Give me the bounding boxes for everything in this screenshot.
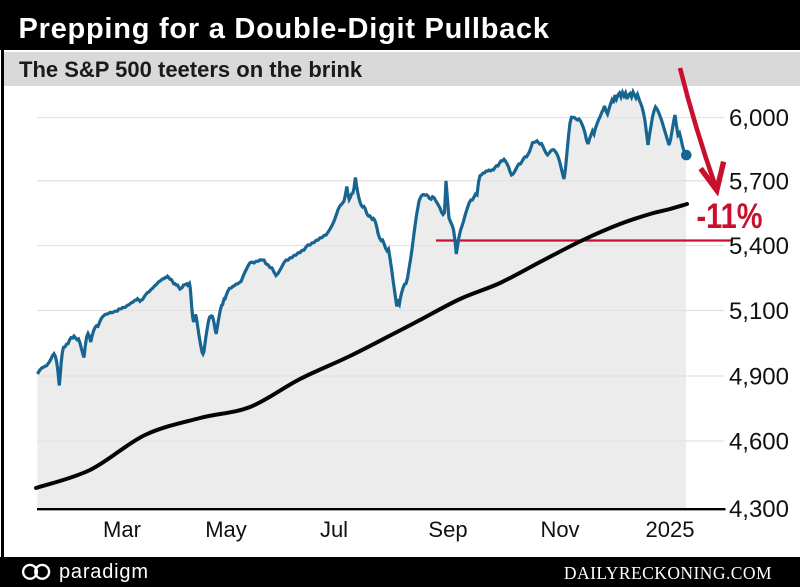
svg-text:5,700: 5,700 bbox=[729, 168, 789, 195]
svg-text:4,600: 4,600 bbox=[729, 429, 789, 456]
svg-text:4,900: 4,900 bbox=[729, 364, 789, 391]
svg-text:Mar: Mar bbox=[103, 517, 141, 542]
svg-text:6,000: 6,000 bbox=[729, 105, 789, 132]
svg-text:-11%: -11% bbox=[697, 197, 763, 236]
svg-text:Sep: Sep bbox=[428, 517, 467, 542]
svg-text:Jul: Jul bbox=[320, 517, 348, 542]
svg-text:2025: 2025 bbox=[646, 517, 695, 542]
svg-text:4,300: 4,300 bbox=[729, 496, 789, 523]
svg-text:5,100: 5,100 bbox=[729, 298, 789, 325]
svg-text:May: May bbox=[205, 517, 247, 542]
svg-text:5,400: 5,400 bbox=[729, 233, 789, 260]
svg-text:Nov: Nov bbox=[540, 517, 579, 542]
